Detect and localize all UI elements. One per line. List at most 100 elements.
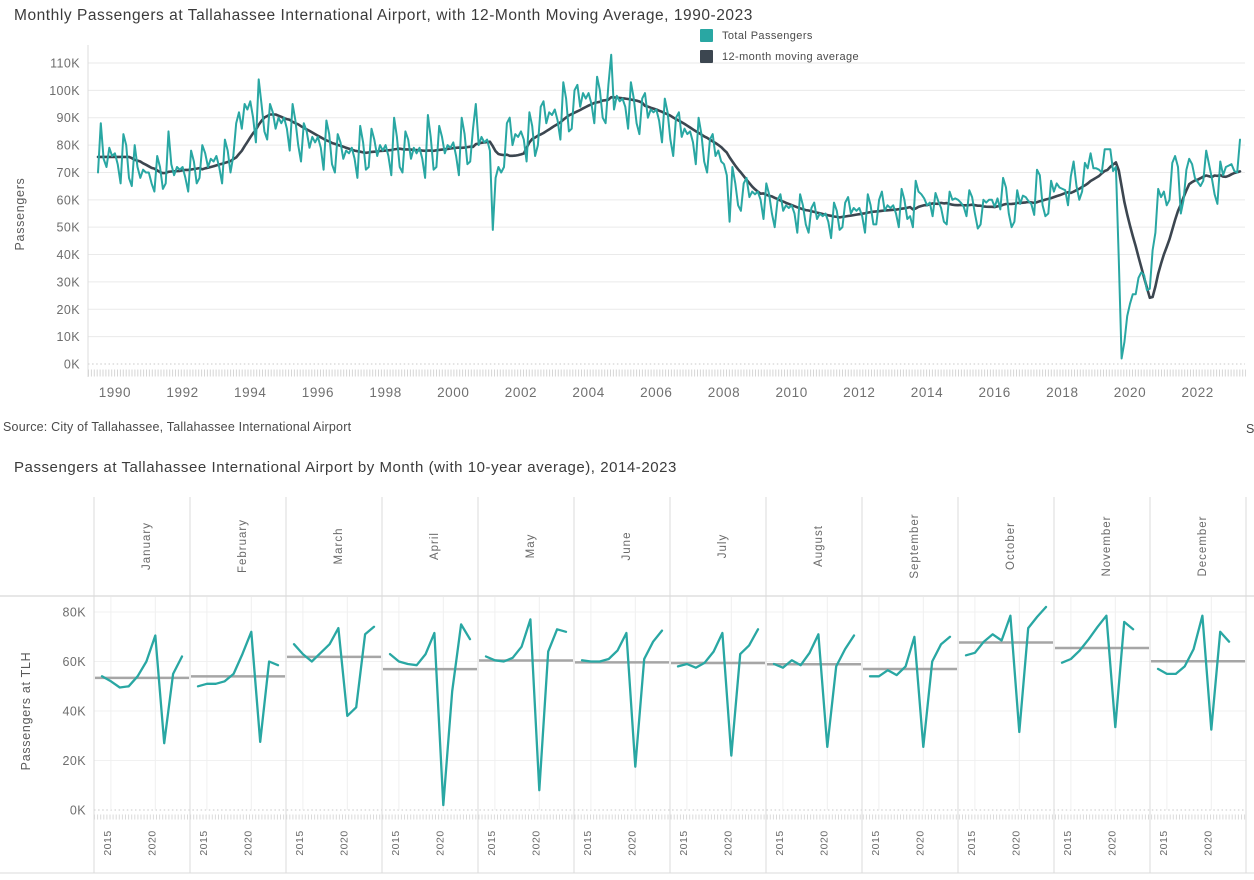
bottom-x-tick-label: 2020	[1010, 830, 1022, 855]
bottom-x-tick-label: 2020	[1106, 830, 1118, 855]
month-panel-july: July 2015 2020	[671, 534, 765, 856]
monthly-passengers-line	[1156, 614, 1231, 731]
bottom-y-tick-label: 0K	[70, 804, 86, 818]
bottom-chart-canvas: 0K 20K 40K 60K 80K Passengers at TLH January 20…	[0, 497, 1254, 874]
bottom-x-tick-label: 2020	[818, 830, 830, 855]
top-x-tick-label: 2008	[708, 385, 740, 400]
top-x-tick-label: 2010	[775, 385, 807, 400]
bottom-x-tick-label: 2015	[582, 830, 594, 855]
month-panel-march: March 2015 2020	[287, 528, 381, 856]
top-x-tick-label: 2000	[437, 385, 469, 400]
month-panel-may: May 2015 2020	[479, 534, 573, 856]
top-x-tick-label: 1998	[369, 385, 401, 400]
top-y-tick-label: 100K	[49, 84, 80, 98]
top-x-tick-label: 2014	[911, 385, 943, 400]
month-header-label: November	[1101, 515, 1113, 576]
month-header-label: August	[813, 525, 825, 567]
bottom-x-tick-label: 2015	[294, 830, 306, 855]
legend-item: 12-month moving average	[700, 50, 859, 63]
top-chart-legend: Total Passengers 12-month moving average	[700, 29, 859, 71]
monthly-passengers-line	[484, 618, 568, 792]
bottom-x-tick-label: 2020	[146, 830, 158, 855]
month-panel-june: June 2015 2020	[575, 532, 669, 856]
bottom-x-tick-label: 2015	[1062, 830, 1074, 855]
bottom-x-tick-label: 2015	[870, 830, 882, 855]
legend-item: Total Passengers	[700, 29, 859, 42]
top-x-tick-label: 2012	[843, 385, 875, 400]
monthly-passengers-line	[388, 623, 472, 807]
bottom-chart-title: Passengers at Tallahassee International …	[14, 459, 677, 476]
top-x-tick-label: 2018	[1046, 385, 1078, 400]
month-header-label: May	[525, 534, 537, 559]
monthly-passengers-line	[100, 634, 184, 745]
monthly-passengers-line	[1060, 614, 1135, 729]
bottom-x-tick-label: 2020	[914, 830, 926, 855]
top-x-tick-label: 2002	[505, 385, 537, 400]
month-panel-october: October 2015 2020	[959, 522, 1053, 856]
bottom-x-tick-label: 2020	[1202, 830, 1214, 855]
monthly-passengers-line	[580, 629, 664, 768]
top-gridlines	[87, 45, 1246, 377]
month-panel-november: November 2015 2020	[1055, 515, 1149, 856]
month-panel-february: February 2015 2020	[191, 519, 285, 856]
monthly-passengers-line	[196, 630, 280, 744]
top-x-tick-label: 2004	[572, 385, 604, 400]
top-y-tick-label: 50K	[57, 221, 81, 235]
month-header-label: June	[621, 532, 633, 561]
monthly-passengers-line	[868, 635, 952, 749]
top-y-tick-label: 70K	[57, 166, 81, 180]
month-header-label: September	[909, 513, 921, 578]
month-header-label: October	[1005, 522, 1017, 570]
top-chart-canvas: 0K 10K 20K 30K 40K 50K 60K 70K 80K 90K 100K 110K 199…	[13, 45, 1246, 400]
total-passengers-line	[97, 53, 1241, 360]
top-y-tick-label: 110K	[50, 56, 80, 70]
bottom-x-tick-label: 2015	[1158, 830, 1170, 855]
source-attribution-clipped: S	[1246, 422, 1254, 436]
top-x-tick-label: 2006	[640, 385, 672, 400]
top-y-tick-label: 20K	[57, 303, 81, 317]
bottom-x-tick-label: 2015	[774, 830, 786, 855]
month-header-label: April	[429, 532, 441, 560]
month-panel-august: August 2015 2020	[767, 525, 861, 856]
top-y-tick-label: 40K	[57, 248, 81, 262]
top-x-tick-label: 1996	[302, 385, 334, 400]
bottom-x-tick-label: 2020	[722, 830, 734, 855]
legend-swatch	[700, 29, 713, 42]
top-x-tick-label: 1992	[166, 385, 198, 400]
bottom-y-tick-label: 60K	[63, 655, 87, 669]
source-attribution: Source: City of Tallahassee, Tallahassee…	[3, 420, 352, 434]
top-x-tick-label: 2016	[978, 385, 1010, 400]
bottom-x-tick-label: 2020	[242, 830, 254, 855]
top-x-tick-label: 2022	[1181, 385, 1213, 400]
top-y-tick-label: 80K	[57, 139, 81, 153]
top-y-tick-label: 60K	[57, 193, 81, 207]
monthly-passengers-line	[772, 633, 856, 749]
top-x-tick-label: 1994	[234, 385, 266, 400]
month-panel-january: January 2015 2020	[95, 522, 189, 856]
top-y-tick-label: 30K	[57, 275, 81, 289]
bottom-x-tick-label: 2020	[626, 830, 638, 855]
bottom-x-tick-label: 2020	[530, 830, 542, 855]
month-header-label: July	[717, 534, 729, 558]
bottom-gridlines	[0, 497, 1254, 874]
top-y-axis-title: Passengers	[13, 177, 27, 250]
top-y-tick-label: 0K	[64, 358, 80, 372]
top-y-tick-label: 10K	[57, 330, 81, 344]
bottom-y-tick-label: 40K	[63, 705, 87, 719]
monthly-passengers-line	[676, 628, 760, 757]
bottom-y-tick-label: 20K	[63, 754, 87, 768]
month-header-label: February	[237, 519, 249, 573]
bottom-x-tick-label: 2015	[390, 830, 402, 855]
monthly-passengers-line	[964, 605, 1048, 734]
month-panel-september: September 2015 2020	[863, 513, 957, 856]
month-header-label: March	[333, 528, 345, 565]
bottom-x-tick-label: 2015	[966, 830, 978, 855]
bottom-y-tick-label: 80K	[63, 606, 87, 620]
top-x-tick-label: 2020	[1114, 385, 1146, 400]
month-header-label: January	[141, 522, 153, 570]
bottom-x-tick-label: 2015	[678, 830, 690, 855]
legend-label: Total Passengers	[722, 29, 813, 42]
bottom-y-axis-title: Passengers at TLH	[19, 652, 33, 771]
month-panel-december: December 2015 2020	[1151, 515, 1245, 856]
